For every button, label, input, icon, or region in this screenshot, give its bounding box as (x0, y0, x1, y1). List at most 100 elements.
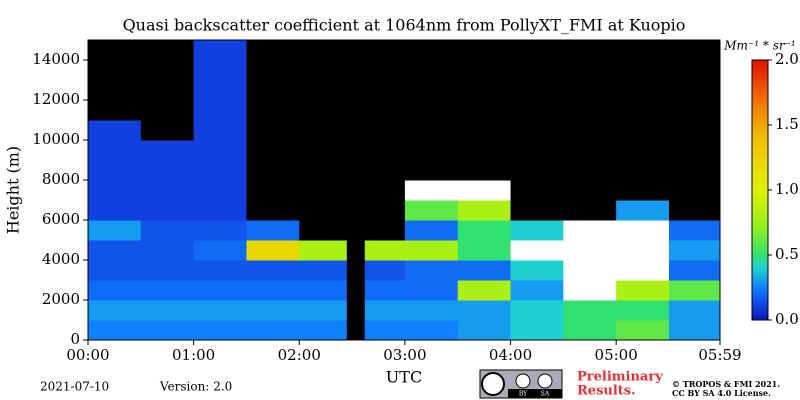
heat-cell (193, 220, 247, 241)
heat-cell (299, 200, 353, 221)
chart-title: Quasi backscatter coefficient at 1064nm … (123, 16, 686, 35)
heat-cell (246, 180, 300, 201)
heat-cell (352, 220, 406, 241)
heat-cell (140, 120, 195, 141)
x-tick-label: 03:00 (383, 346, 426, 364)
heat-cell (299, 260, 353, 281)
heat-cell (246, 140, 300, 161)
heat-cell (616, 160, 670, 181)
heat-cell (193, 140, 247, 161)
heat-cell (88, 160, 142, 181)
heat-cell (457, 100, 512, 121)
heat-cell (668, 120, 721, 141)
heat-cell (246, 280, 300, 301)
heat-cell (510, 180, 564, 201)
heat-cell (299, 160, 353, 181)
heat-cell (88, 80, 142, 101)
heat-cell (299, 280, 353, 301)
heat-cell (616, 80, 670, 101)
y-tick-label: 14000 (32, 50, 80, 68)
heat-cell (404, 220, 459, 241)
heat-cell (404, 260, 459, 281)
badge-cc (481, 372, 505, 396)
x-tick-label: 04:00 (489, 346, 532, 364)
heat-cell (140, 300, 195, 321)
heat-cell (510, 240, 564, 261)
heat-cell (246, 240, 300, 261)
heat-cell (457, 200, 512, 221)
heat-cell (457, 60, 512, 81)
colorbar-tick-label: 0.0 (775, 310, 799, 328)
heat-cell (246, 300, 300, 321)
heat-cell (457, 280, 512, 301)
y-tick-label: 8000 (42, 170, 80, 188)
heat-cell (299, 80, 353, 101)
heat-cell (352, 260, 406, 281)
colorbar-tick-label: 2.0 (775, 50, 799, 68)
heat-cell (193, 120, 247, 141)
heat-cell (193, 280, 247, 301)
heat-cell (352, 60, 406, 81)
heat-cell (563, 80, 617, 101)
heat-cell (668, 260, 721, 281)
x-tick-label: 05:00 (595, 346, 638, 364)
heat-cell (352, 240, 406, 261)
heat-cell (404, 320, 459, 341)
heat-cell (668, 100, 721, 121)
heat-cell (88, 60, 142, 81)
heat-cell (404, 300, 459, 321)
heat-cell (299, 40, 353, 61)
heat-cell (668, 320, 721, 341)
footer-version: Version: 2.0 (159, 380, 232, 394)
heat-cell (140, 280, 195, 301)
heat-cell (246, 60, 300, 81)
plot-frame (87, 39, 721, 341)
heat-cell (352, 120, 406, 141)
heat-cell (404, 100, 459, 121)
badge-sa: SA (541, 391, 550, 398)
heat-cell (563, 280, 617, 301)
heat-cell (299, 120, 353, 141)
heat-cell (246, 200, 300, 221)
heat-cell (668, 160, 721, 181)
heat-cell (140, 160, 195, 181)
heat-cell (246, 160, 300, 181)
heat-cell (88, 120, 142, 141)
heat-cell (352, 280, 406, 301)
heat-cell (404, 80, 459, 101)
heat-cell (616, 120, 670, 141)
heat-cell (88, 220, 142, 241)
heat-cell (563, 60, 617, 81)
heat-cell (510, 140, 564, 161)
heat-cell (299, 320, 353, 341)
heat-cell (457, 320, 512, 341)
heat-cell (352, 200, 406, 221)
badge-by: BY (519, 391, 528, 398)
y-axis-label: Height (m) (4, 146, 23, 234)
heat-cell (299, 300, 353, 321)
x-tick-label: 00:00 (66, 346, 109, 364)
heat-cell (616, 140, 670, 161)
heat-cell (404, 240, 459, 261)
heat-cell (510, 200, 564, 221)
heat-cell (193, 300, 247, 321)
heat-cell (510, 260, 564, 281)
colorbar-tick-label: 0.5 (775, 245, 799, 263)
heat-cell (563, 300, 617, 321)
footer-copyright: CC BY SA 4.0 License. (672, 388, 771, 398)
heat-cell (510, 160, 564, 181)
heat-cell (668, 180, 721, 201)
heat-cell (246, 220, 300, 241)
heat-cell (246, 80, 300, 101)
heat-cell (88, 240, 142, 261)
heat-cell (88, 200, 142, 221)
heat-cell (563, 260, 617, 281)
heat-cell (140, 180, 195, 201)
heat-cell (140, 80, 195, 101)
heat-cell (510, 40, 564, 61)
x-tick-label: 05:59 (698, 346, 741, 364)
heat-cell (616, 60, 670, 81)
heat-cell (616, 320, 670, 341)
heat-cell (668, 300, 721, 321)
